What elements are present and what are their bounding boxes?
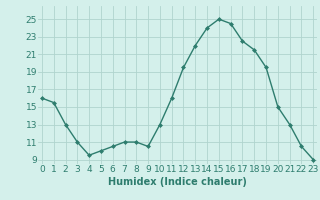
X-axis label: Humidex (Indice chaleur): Humidex (Indice chaleur) (108, 177, 247, 187)
